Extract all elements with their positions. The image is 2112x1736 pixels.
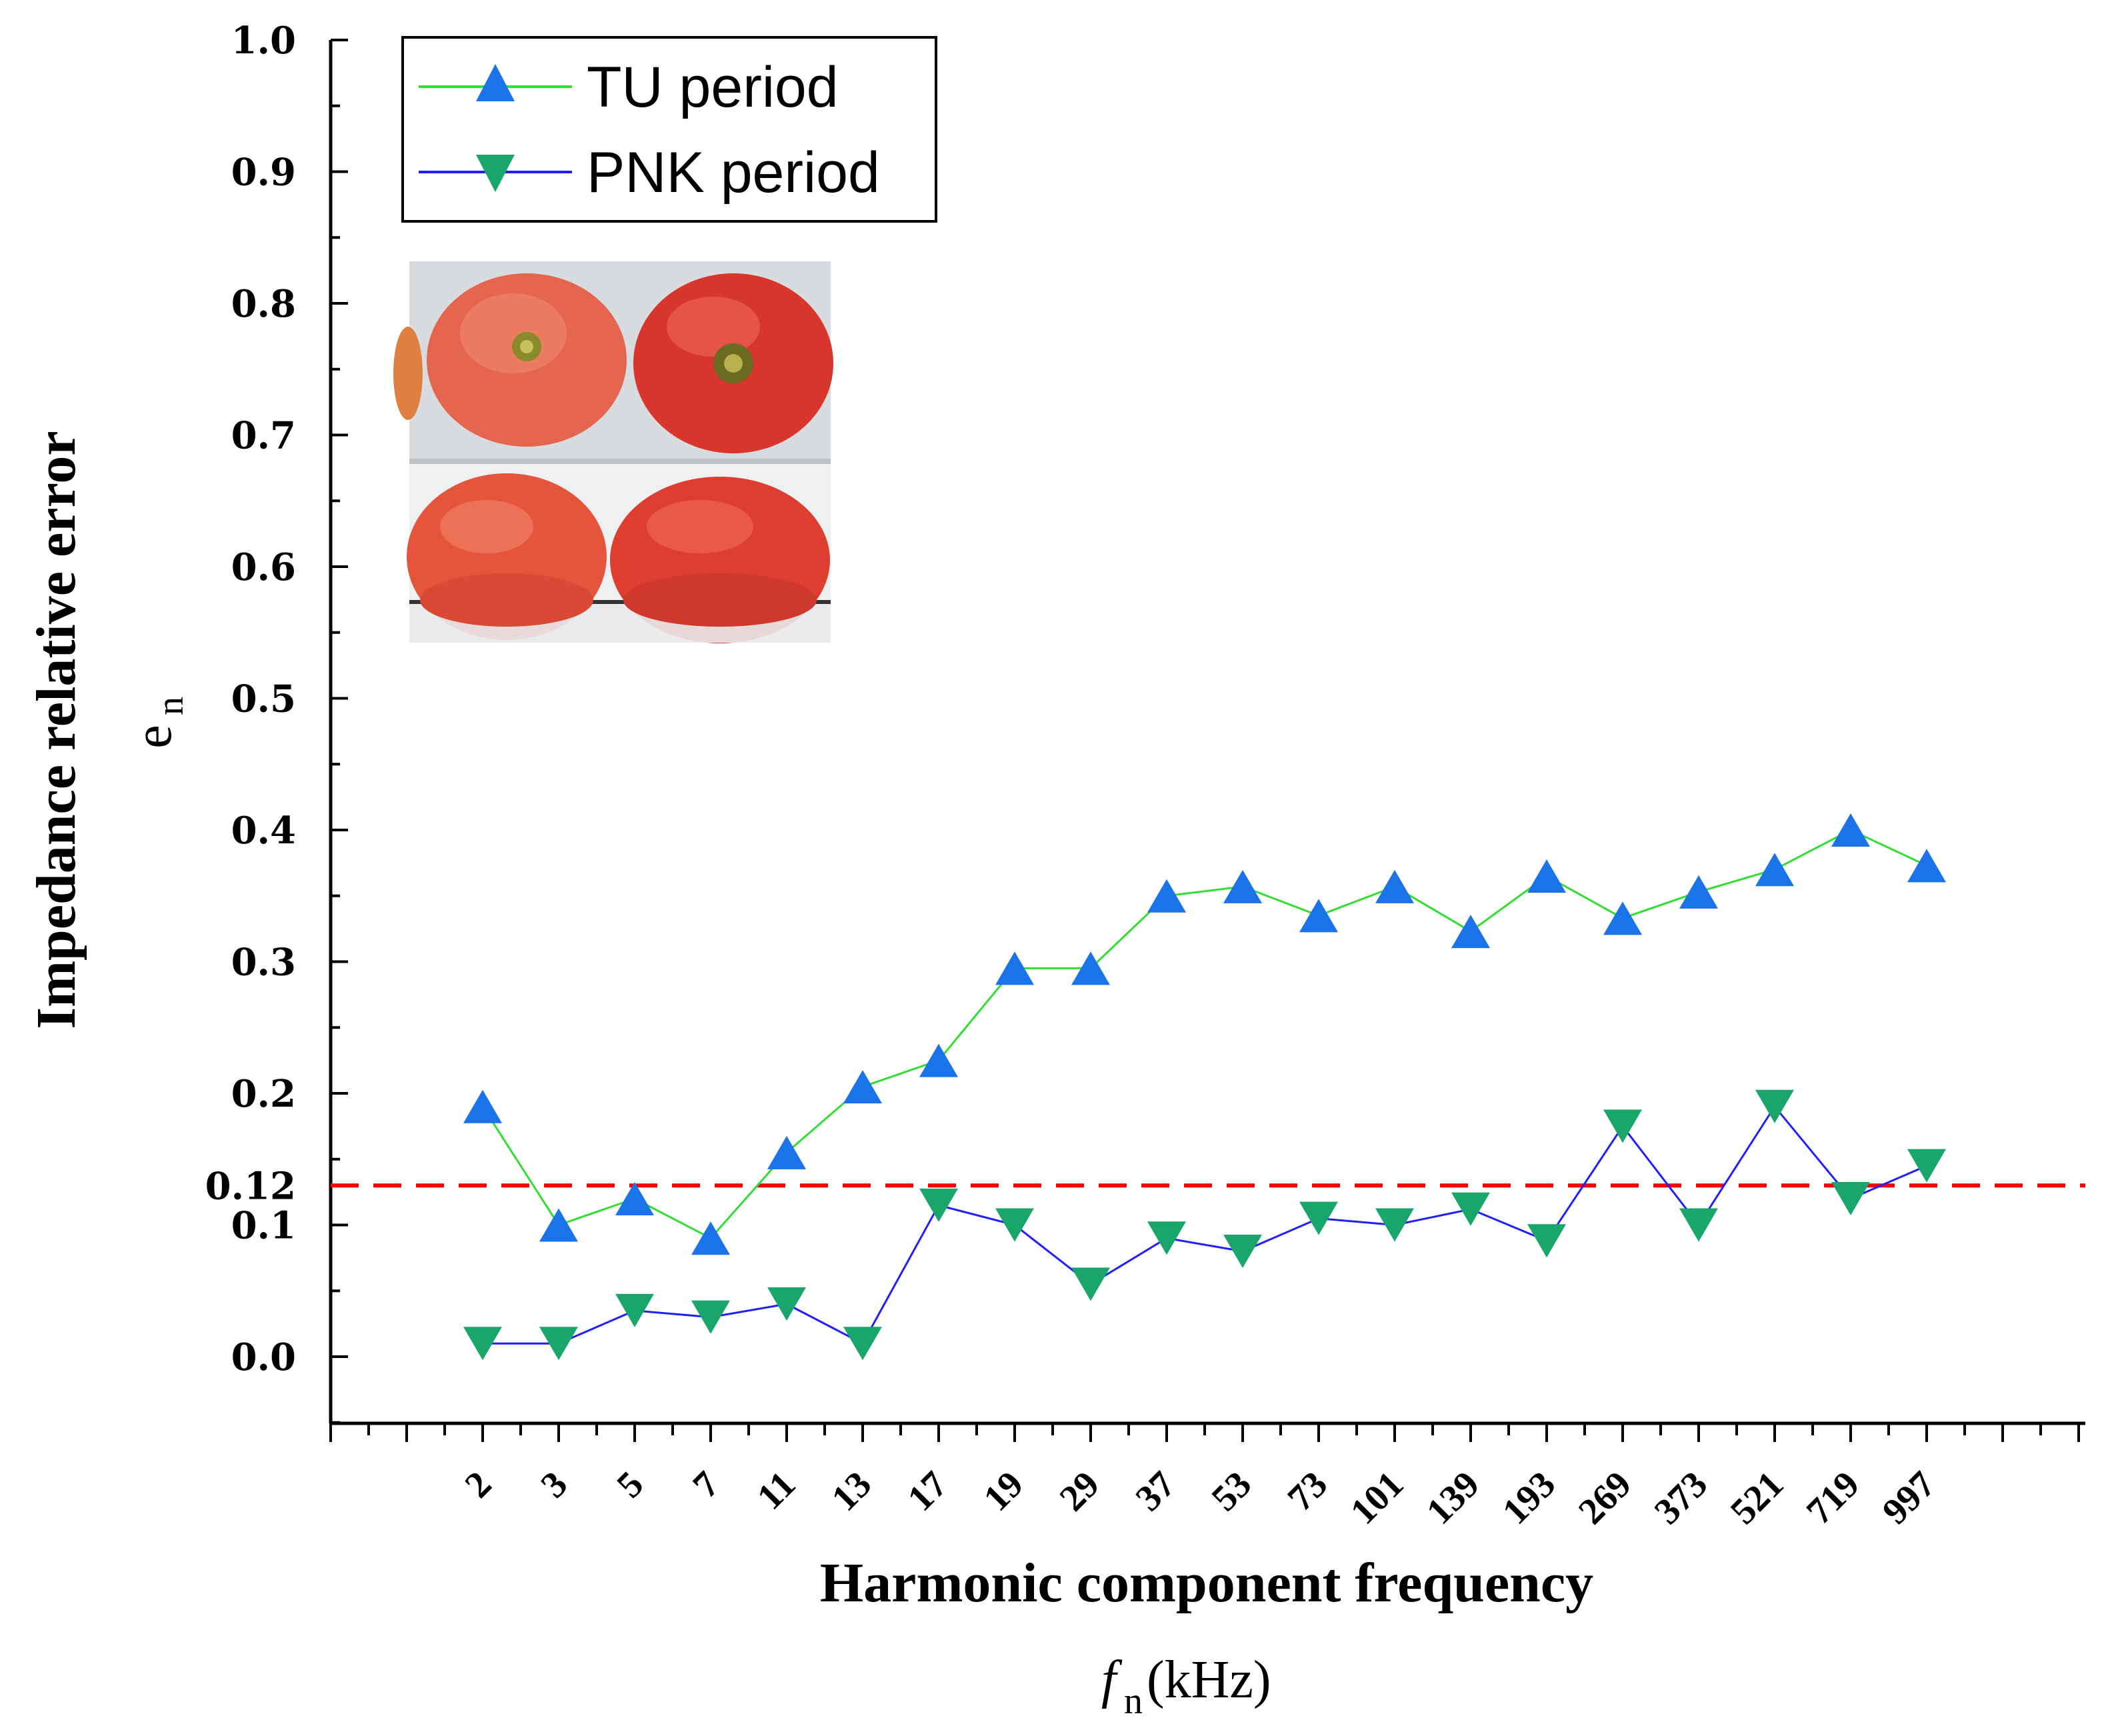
- tu-point: [1223, 869, 1262, 903]
- x-tick-label: 53: [1204, 1463, 1259, 1519]
- tu-point: [1603, 901, 1642, 935]
- tu-point: [1907, 849, 1946, 883]
- tu-point: [1451, 915, 1490, 949]
- pnk-point: [843, 1327, 882, 1361]
- pnk-point: [615, 1293, 654, 1327]
- x-tick-label: 73: [1280, 1463, 1335, 1519]
- y-axis-symbol: e n: [124, 697, 191, 749]
- x-tick-label: 719: [1799, 1463, 1867, 1532]
- triangle-down-icon: [476, 155, 515, 192]
- pnk-point: [767, 1287, 806, 1321]
- x-tick-label: 269: [1571, 1463, 1639, 1532]
- tu-point: [995, 951, 1034, 985]
- x-tick-label: 3: [533, 1463, 576, 1506]
- x-tick-label: 19: [976, 1463, 1031, 1519]
- x-tick-label: 193: [1495, 1463, 1563, 1532]
- pnk-point: [1679, 1208, 1718, 1242]
- x-tick-label: 13: [824, 1463, 879, 1519]
- axes: [329, 40, 2085, 1425]
- y-tick-label: 0.5: [231, 677, 296, 721]
- legend-box: [401, 36, 937, 223]
- tu-point: [615, 1182, 654, 1215]
- x-unit-symbol: f: [1101, 1651, 1123, 1709]
- tu-point: [767, 1135, 806, 1169]
- tu-point: [1147, 879, 1186, 913]
- x-tick-label: 7: [685, 1463, 728, 1506]
- x-tick-label: 29: [1052, 1463, 1107, 1519]
- legend-item-pnk: PNK period: [419, 141, 880, 205]
- tu-point: [1679, 875, 1718, 909]
- tu-point: [1375, 869, 1414, 903]
- inset-photo-tomatoes: [393, 261, 833, 643]
- x-tick-label: 11: [749, 1463, 803, 1517]
- pnk-point: [1451, 1192, 1490, 1226]
- x-tick-label: 997: [1875, 1463, 1943, 1532]
- tu-point: [1755, 853, 1794, 887]
- y-tick-label: 0.2: [231, 1072, 296, 1116]
- pnk-point: [919, 1188, 958, 1222]
- y-tick-label: 0.8: [231, 282, 296, 326]
- x-axis-title: Harmonic component frequency: [820, 1552, 1593, 1614]
- y-tick-label: 0.9: [231, 151, 296, 195]
- tu-point: [919, 1043, 958, 1077]
- x-unit-subscript: n: [1124, 1681, 1143, 1722]
- y-tick-label: 0.4: [231, 809, 296, 853]
- tu-point: [1831, 813, 1870, 847]
- series-tu-period: [463, 813, 1946, 1255]
- series-pnk-period: [463, 1089, 1946, 1361]
- y-symbol-subscript: n: [150, 697, 191, 715]
- pnk-point: [1603, 1109, 1642, 1143]
- pnk-point: [539, 1327, 578, 1361]
- y-tick-label: 0.0: [231, 1335, 296, 1379]
- y-tick-label: 0.7: [231, 414, 296, 458]
- pnk-point: [691, 1300, 730, 1334]
- pnk-point: [1071, 1267, 1110, 1301]
- pnk-point: [1375, 1208, 1414, 1242]
- tu-point: [1071, 951, 1110, 985]
- pnk-point: [1147, 1221, 1186, 1255]
- tu-point: [843, 1070, 882, 1104]
- y-axis-title: Impedance relative error: [25, 431, 87, 1029]
- pnk-point: [1299, 1201, 1338, 1235]
- tu-point: [691, 1221, 730, 1255]
- x-tick-label: 17: [900, 1463, 955, 1519]
- x-tick-label: 5: [609, 1463, 652, 1506]
- series-line: [481, 829, 1927, 1240]
- series-layer: [463, 813, 1946, 1361]
- y-tick-label: 0.6: [231, 545, 296, 589]
- tu-point: [1527, 859, 1566, 893]
- pnk-point: [1223, 1235, 1262, 1268]
- x-tick-label: 101: [1343, 1463, 1411, 1532]
- y-tick-label: 0.3: [231, 941, 296, 985]
- pnk-point: [1527, 1224, 1566, 1258]
- legend-item-tu: TU period: [419, 55, 839, 119]
- x-ticks: 2 3 5 7 11 13 17 19 29 37 53 73 101 139 193 269 373 521 71…: [329, 1423, 2080, 1533]
- pnk-point: [995, 1208, 1034, 1242]
- x-tick-label: 373: [1647, 1463, 1715, 1532]
- x-tick-label: 139: [1419, 1463, 1487, 1532]
- y-ticks: 0.0 0.1 0.2 0.3 0.4 0.5 0.6 0.7 0.8 0.9 1.0: [231, 19, 348, 1424]
- y-tick-label: 0.1: [231, 1204, 296, 1248]
- y-symbol-base: e: [124, 725, 183, 749]
- pnk-point: [1907, 1149, 1946, 1183]
- legend: TU period PNK period: [401, 36, 937, 223]
- x-tick-label: 521: [1723, 1463, 1791, 1532]
- reference-line-label: 0.12: [205, 1164, 296, 1208]
- tu-point: [539, 1208, 578, 1242]
- tu-point: [1299, 899, 1338, 933]
- x-axis-unit: f n (kHz): [1101, 1651, 1271, 1722]
- x-unit-text: (kHz): [1147, 1651, 1271, 1709]
- pnk-point: [1831, 1182, 1870, 1215]
- legend-label-pnk: PNK period: [587, 141, 880, 205]
- pnk-point: [1755, 1089, 1794, 1123]
- pnk-point: [463, 1327, 502, 1361]
- tu-point: [463, 1089, 502, 1123]
- triangle-up-icon: [476, 64, 515, 101]
- x-tick-label: 37: [1128, 1463, 1183, 1519]
- legend-label-tu: TU period: [587, 55, 839, 119]
- y-tick-label: 1.0: [231, 19, 296, 63]
- x-tick-label: 2: [457, 1463, 500, 1506]
